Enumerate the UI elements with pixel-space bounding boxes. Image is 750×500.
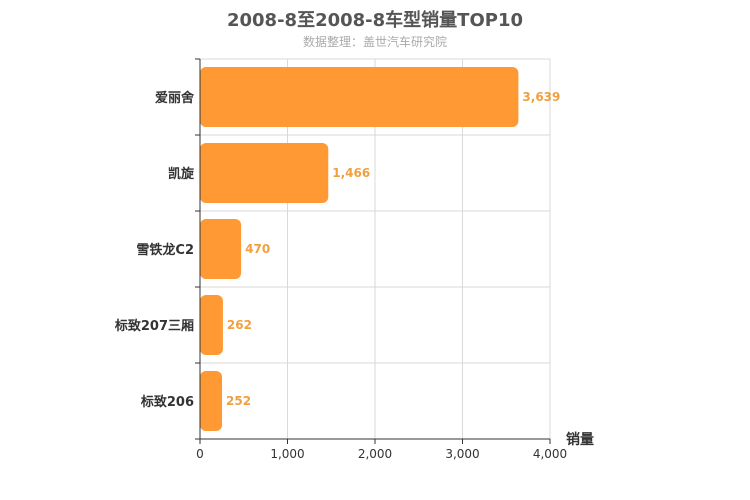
category-label: 标致207三厢 xyxy=(114,318,194,334)
chart-subtitle: 数据整理：盖世汽车研究院 xyxy=(302,35,447,49)
bar xyxy=(200,219,242,279)
bar xyxy=(200,295,223,355)
x-tick-label: 0 xyxy=(196,447,204,461)
category-label: 雪铁龙C2 xyxy=(136,242,194,258)
bar xyxy=(200,143,329,203)
category-label: 凯旋 xyxy=(168,166,195,182)
category-label: 标致206 xyxy=(140,394,194,410)
data-label: 470 xyxy=(245,242,270,256)
x-tick-label: 3,000 xyxy=(445,447,479,461)
x-tick-label: 2,000 xyxy=(358,447,392,461)
x-tick-label: 4,000 xyxy=(533,447,567,461)
data-label: 262 xyxy=(227,318,252,332)
bar xyxy=(200,371,223,431)
bar xyxy=(200,67,519,127)
chart-title: 2008-8至2008-8车型销量TOP10 xyxy=(226,10,523,31)
data-label: 1,466 xyxy=(332,166,370,180)
data-label: 252 xyxy=(226,394,251,408)
data-label: 3,639 xyxy=(522,90,560,104)
x-tick-label: 1,000 xyxy=(270,447,304,461)
category-label: 爱丽舍 xyxy=(155,90,195,106)
x-axis-title: 销量 xyxy=(566,431,594,448)
